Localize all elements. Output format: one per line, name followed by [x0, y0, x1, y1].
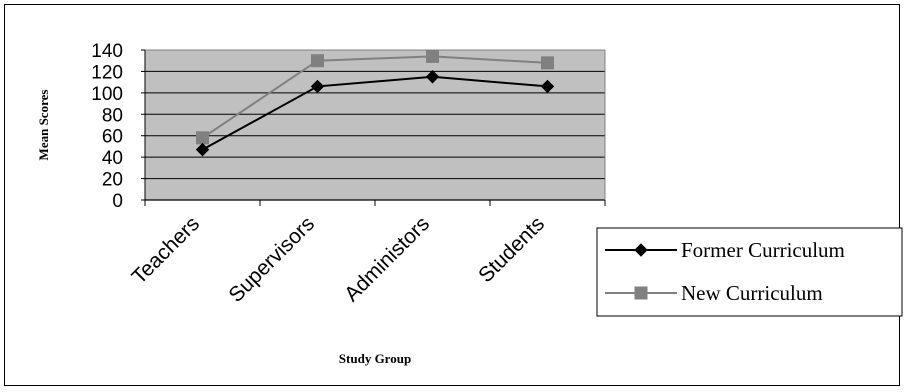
series-group	[195, 49, 555, 157]
data-point-square	[426, 49, 439, 63]
data-point-diamond	[540, 79, 555, 94]
legend-box	[596, 227, 903, 317]
series-line	[202, 75, 548, 151]
data-point-diamond	[310, 79, 325, 94]
x-tick-label: Administors	[340, 212, 434, 306]
x-tick-labels: Teachers Supervisors Administors Students	[128, 212, 550, 307]
x-tick-label: Students	[474, 212, 549, 287]
y-tick-label: 20	[102, 170, 123, 191]
series-new-curriculum	[196, 49, 554, 145]
legend-item: Former Curriculum	[605, 238, 845, 262]
y-tick-label: 140	[91, 41, 123, 62]
series-former-curriculum	[195, 70, 555, 157]
data-point-diamond	[425, 70, 440, 84]
x-tick-label: Teachers	[128, 212, 205, 289]
y-tick-label: 80	[102, 105, 123, 126]
x-tick-label: Supervisors	[224, 212, 319, 307]
y-tick-label: 120	[91, 62, 123, 83]
data-point-diamond	[195, 142, 210, 157]
legend-item: New Curriculum	[605, 281, 823, 305]
data-point-square	[196, 131, 209, 145]
plot-area	[145, 50, 605, 200]
legend-label: New Curriculum	[681, 281, 823, 305]
y-tick-label: 60	[102, 127, 123, 148]
legend: Former Curriculum New Curriculum	[596, 227, 903, 317]
x-axis-title: Study Group	[339, 351, 411, 366]
legend-swatch-marker	[634, 286, 648, 300]
data-point-square	[311, 54, 324, 68]
legend-swatch-marker	[634, 243, 648, 257]
axes	[144, 49, 606, 206]
y-tick-label: 0	[112, 191, 123, 212]
y-tick-label: 100	[91, 84, 123, 105]
series-line	[201, 55, 548, 139]
data-point-square	[541, 56, 554, 70]
y-axis-title: Mean Scores	[36, 90, 51, 161]
y-tick-label: 40	[102, 148, 123, 169]
legend-label: Former Curriculum	[681, 238, 845, 262]
